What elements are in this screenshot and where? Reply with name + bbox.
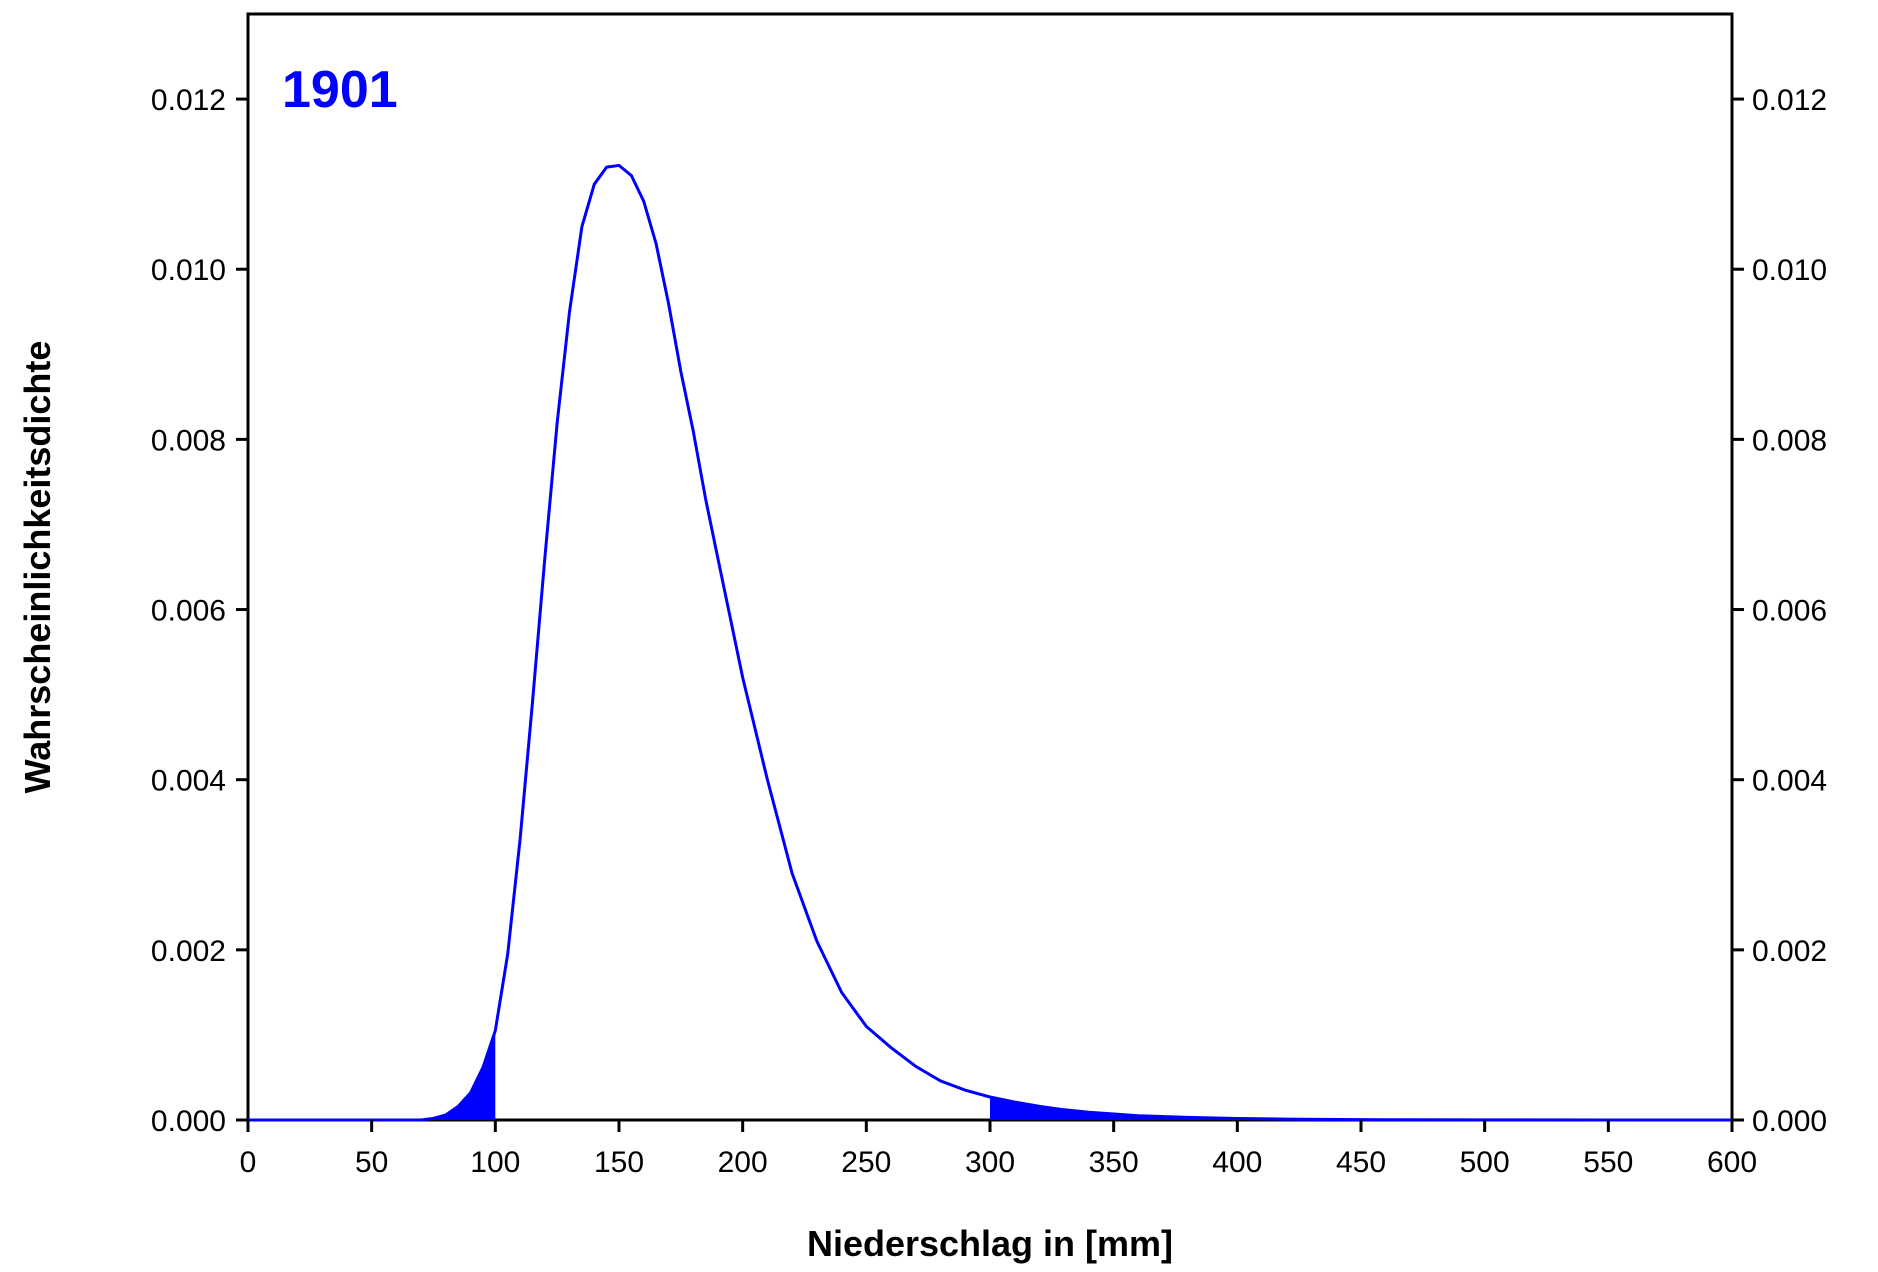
left-y-tick-label: 0.004 [151,765,226,798]
x-tick-label: 0 [240,1146,257,1179]
x-tick-label: 200 [718,1146,768,1179]
left-y-tick-label: 0.006 [151,595,226,628]
x-tick-label: 100 [470,1146,520,1179]
x-tick-label: 300 [965,1146,1015,1179]
right-y-tick-label: 0.002 [1752,935,1827,968]
x-tick-label: 250 [841,1146,891,1179]
right-y-tick-label: 0.008 [1752,424,1827,457]
x-tick-label: 400 [1212,1146,1262,1179]
x-axis-title: Niederschlag in [mm] [807,1223,1173,1264]
right-y-axis-ticks: 0.000 0.002 0.004 0.006 0.008 0.010 0.012 [1732,84,1827,1138]
right-y-tick-label: 0.012 [1752,84,1827,117]
chart-title: 1901 [282,61,398,119]
left-y-tick-label: 0.010 [151,254,226,287]
right-y-tick-label: 0.000 [1752,1105,1827,1138]
left-y-tick-label: 0.012 [151,84,226,117]
plot-frame [246,12,1734,1122]
x-tick-label: 600 [1707,1146,1757,1179]
left-y-axis-ticks: 0.000 0.002 0.004 0.006 0.008 0.010 0.012 [151,84,248,1138]
shaded-tail-2 [990,1097,1732,1120]
right-y-tick-label: 0.006 [1752,595,1827,628]
x-tick-label: 350 [1089,1146,1139,1179]
shaded-tail-1 [248,1030,496,1120]
right-y-tick-label: 0.004 [1752,765,1827,798]
left-y-tick-label: 0.002 [151,935,226,968]
shaded-areas [248,1030,1732,1120]
y-axis-title: Wahrscheinlichkeitsdichte [17,341,58,794]
x-tick-label: 500 [1460,1146,1510,1179]
x-tick-label: 450 [1336,1146,1386,1179]
left-y-tick-label: 0.000 [151,1105,226,1138]
right-y-tick-label: 0.010 [1752,254,1827,287]
x-tick-label: 50 [355,1146,388,1179]
x-tick-label: 550 [1583,1146,1633,1179]
density-curve [248,163,1732,1122]
left-y-tick-label: 0.008 [151,424,226,457]
x-tick-label: 150 [594,1146,644,1179]
x-axis-ticks: 0 50 100 150 200 250 300 350 400 450 500 550 600 [240,1120,1757,1179]
